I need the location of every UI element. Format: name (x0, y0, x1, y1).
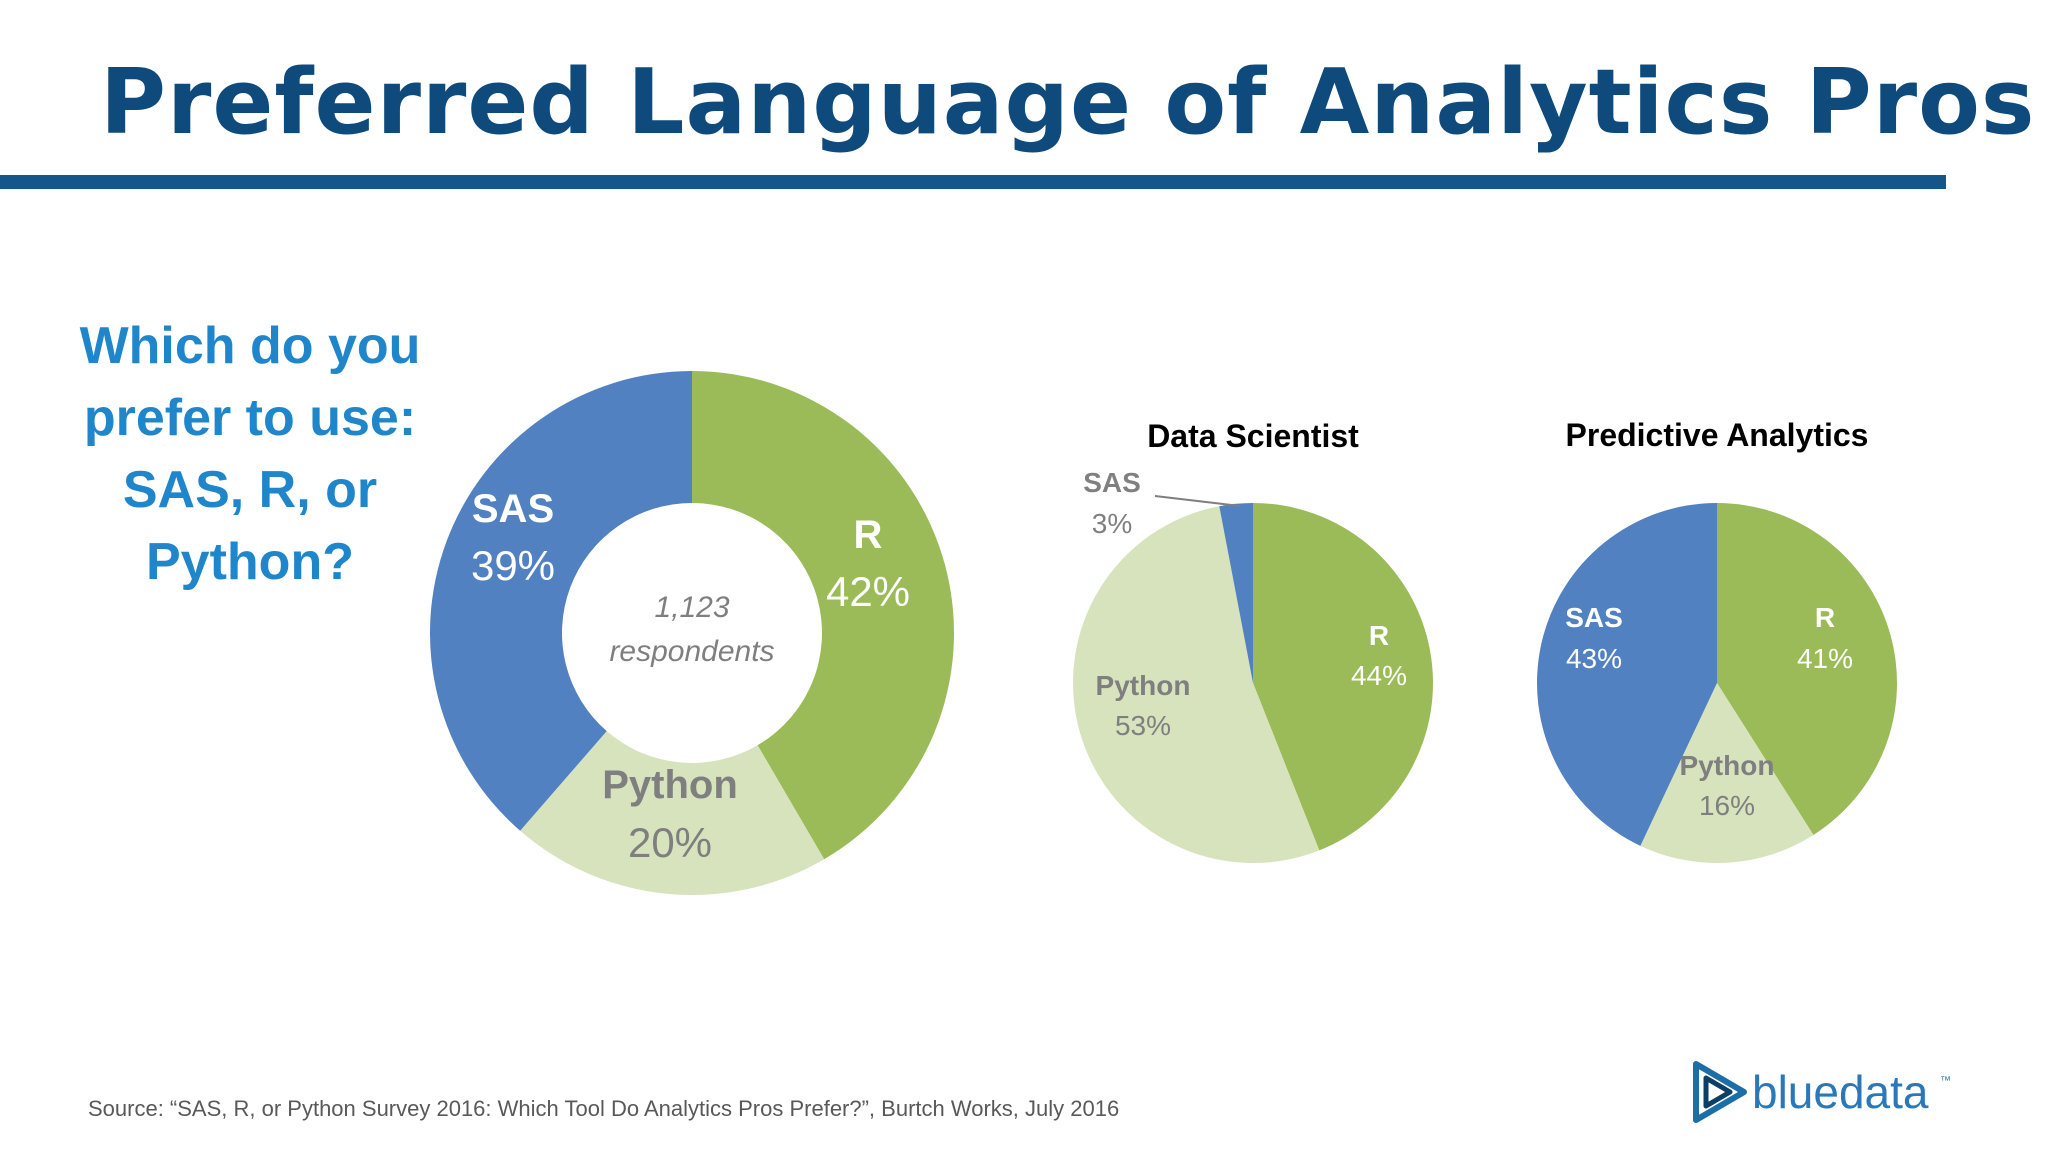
category-label: SAS (1083, 467, 1141, 498)
category-label: R (1815, 602, 1835, 633)
logo-wordmark: bluedata (1752, 1066, 1929, 1118)
category-label: SAS (1565, 602, 1623, 633)
value-label: 20% (628, 819, 712, 866)
survey-question: Which do you prefer to use: SAS, R, or P… (79, 317, 421, 591)
data-scientist-pie-chart: Data Scientist R 44% Python 53% SAS 3% (1073, 418, 1433, 863)
value-label: 39% (471, 542, 555, 589)
slice-sas (430, 371, 692, 831)
category-label: SAS (472, 487, 554, 531)
value-label: 16% (1699, 790, 1755, 821)
center-label: respondents (609, 635, 774, 668)
value-label: 53% (1115, 710, 1171, 741)
slice-sas (1536, 503, 1717, 846)
play-triangles-icon (1693, 1061, 1747, 1123)
chart-title: Data Scientist (1147, 418, 1359, 454)
slice-r (1253, 503, 1433, 851)
slice-python (1073, 506, 1320, 863)
value-label: 42% (826, 568, 910, 615)
slice-python (1640, 683, 1814, 863)
sas-leader-line (1154, 495, 1241, 507)
bluedata-logo[interactable]: bluedata ™ (1690, 1058, 1960, 1128)
category-label: Python (602, 763, 738, 807)
slice-r (692, 371, 954, 860)
value-label: 43% (1566, 643, 1622, 674)
category-label: Python (1096, 670, 1191, 701)
value-label: 41% (1797, 643, 1853, 674)
value-label: 3% (1092, 508, 1132, 539)
source-citation: Source: “SAS, R, or Python Survey 2016: … (88, 1096, 1120, 1121)
category-label: Python (1680, 750, 1775, 781)
slice-sas (1219, 503, 1253, 683)
title-divider (0, 175, 1946, 189)
center-label: 1,123 (654, 591, 729, 624)
predictive-analytics-pie-chart: Predictive Analytics R 41% Python 16% SAS 43% (1536, 417, 1898, 863)
value-label: 44% (1351, 660, 1407, 691)
chart-title: Predictive Analytics (1566, 417, 1869, 453)
overall-donut-chart: 1,123 respondents R 42% Python 20% SAS 39% (430, 371, 954, 896)
category-label: R (1369, 620, 1389, 651)
slice-r (1717, 503, 1898, 835)
category-label: R (854, 513, 883, 557)
logo-trademark: ™ (1940, 1075, 1951, 1087)
slice-python (520, 731, 825, 896)
page-title: Preferred Language of Analytics Pros (100, 50, 2036, 155)
